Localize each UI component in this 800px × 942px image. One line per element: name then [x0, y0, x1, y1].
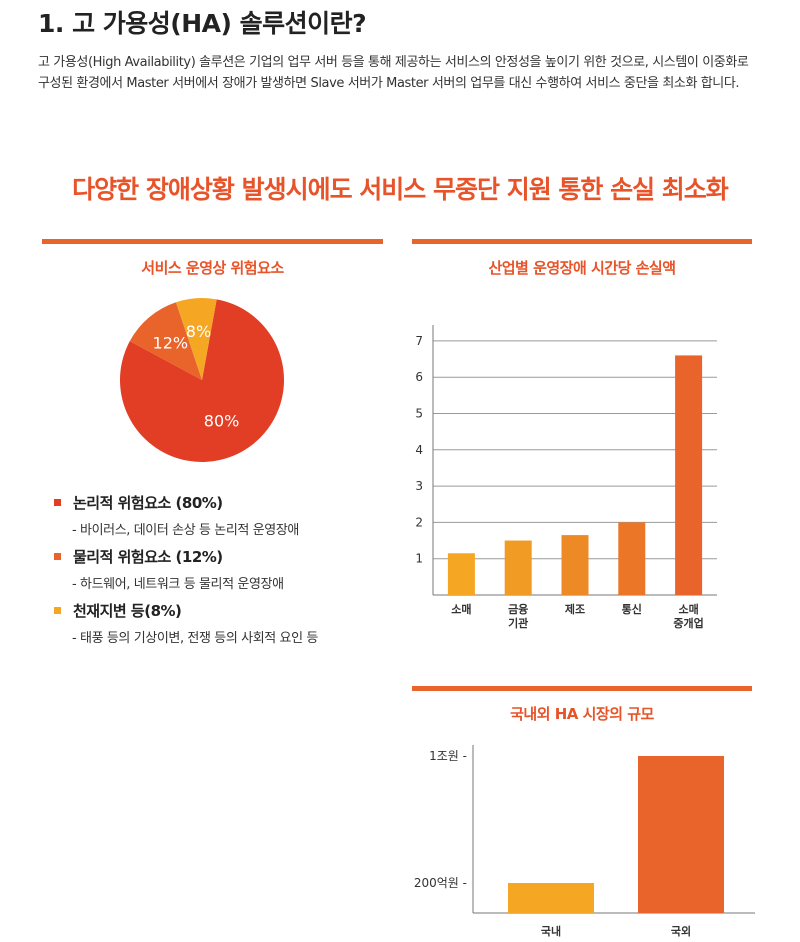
intro-paragraph: 고 가용성(High Availability) 솔루션은 기업의 업무 서버 …	[38, 55, 749, 91]
legend-item-physical: 물리적 위험요소 (12%) - 하드웨어, 네트워크 등 물리적 운영장애	[52, 546, 382, 592]
legend-item-logical: 논리적 위험요소 (80%) - 바이러스, 데이터 손상 등 논리적 운영장애	[52, 492, 382, 538]
market-ytick-label: 200억원 -	[414, 876, 467, 890]
risk-pie-chart: 80% 12%8%	[120, 298, 284, 462]
loss-ytick-label: 5	[415, 406, 423, 420]
loss-ytick-label: 1	[415, 552, 423, 566]
legend-swatch-physical	[54, 553, 61, 560]
loss-section-rule	[412, 239, 752, 244]
pie-label-physical: 12%	[153, 333, 189, 352]
market-section-rule	[412, 686, 752, 691]
risk-section-rule	[42, 239, 383, 244]
loss-category-label: 소매	[678, 602, 698, 616]
market-category-label: 국내	[541, 924, 561, 938]
loss-category-label: 소매	[451, 602, 471, 616]
market-category-label: 국외	[671, 924, 691, 938]
legend-desc-physical: - 하드웨어, 네트워크 등 물리적 운영장애	[72, 577, 284, 592]
legend-title-logical: 논리적 위험요소 (80%)	[73, 494, 223, 512]
legend-swatch-disaster	[54, 607, 61, 614]
loss-category-label: 기관	[508, 616, 528, 630]
market-bar	[508, 883, 594, 913]
loss-bar	[504, 540, 532, 595]
market-ytick-label: 1조원 -	[429, 749, 467, 763]
loss-chart-title: 산업별 운영장애 시간당 손실액	[488, 259, 676, 277]
legend-swatch-logical	[54, 499, 61, 506]
loss-ytick-label: 3	[415, 479, 423, 493]
loss-bar	[618, 522, 646, 595]
legend-desc-disaster: - 태풍 등의 기상이변, 전쟁 등의 사회적 요인 등	[72, 631, 318, 646]
loss-category-label: 제조	[565, 602, 585, 616]
loss-category-label: 중개업	[673, 616, 703, 630]
legend-item-disaster: 천재지변 등(8%) - 태풍 등의 기상이변, 전쟁 등의 사회적 요인 등	[52, 600, 382, 646]
pie-slice-logical	[120, 299, 284, 462]
pie-slice-disaster	[175, 298, 217, 380]
loss-ytick-label: 7	[415, 334, 423, 348]
loss-category-label: 통신	[622, 602, 642, 616]
loss-bar	[675, 355, 703, 595]
loss-category-label: 금융	[508, 603, 528, 616]
loss-ytick-label: 4	[415, 443, 423, 457]
market-bar-chart: 200억원 - 1조원 - 국내 국외	[414, 745, 755, 938]
pie-label-disaster: 8%	[186, 322, 211, 341]
pie-label-logical: 80%	[204, 412, 240, 431]
risk-chart-title: 서비스 운영상 위험요소	[141, 259, 284, 277]
market-chart-title: 국내외 HA 시장의 규모	[510, 705, 654, 723]
loss-bar	[561, 535, 589, 595]
page-title: 1. 고 가용성(HA) 솔루션이란?	[38, 9, 367, 38]
loss-ytick-label: 6	[415, 370, 423, 384]
legend-desc-logical: - 바이러스, 데이터 손상 등 논리적 운영장애	[72, 523, 299, 538]
legend-title-disaster: 천재지변 등(8%)	[73, 602, 182, 620]
loss-bar	[447, 553, 475, 595]
legend-title-physical: 물리적 위험요소 (12%)	[73, 548, 223, 566]
loss-ytick-label: 2	[415, 515, 423, 529]
market-bar	[638, 756, 724, 913]
headline: 다양한 장애상황 발생시에도 서비스 무중단 지원 통한 손실 최소화	[72, 175, 729, 204]
pie-slice-physical	[129, 302, 202, 380]
